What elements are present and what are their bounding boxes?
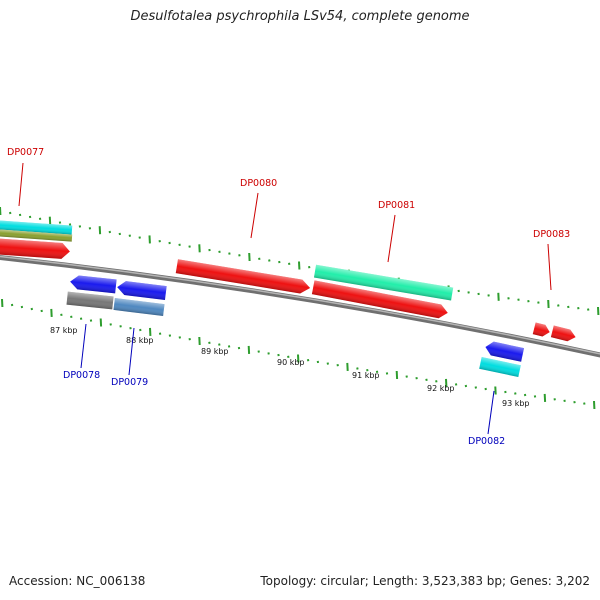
kbp-label-93: 93 kbp [502,399,530,408]
genome-title: Desulfotalea psychrophila LSv54, complet… [130,9,470,24]
genome-summary: Topology: circular; Length: 3,523,383 bp… [260,574,590,588]
gene-dp0077-cyan[interactable] [0,220,73,235]
leader-dp0077 [18,162,24,207]
leader-dp0082 [487,390,495,435]
tick-row-lower [1,298,596,410]
kbp-label-90: 90 kbp [277,358,305,367]
gene-dp0078-gray[interactable] [66,291,114,310]
gene-dp0079[interactable] [116,280,167,300]
kbp-label-89: 89 kbp [201,347,229,356]
accession-text: Accession: NC_006138 [9,574,146,588]
gene-label-dp0083[interactable]: DP0083 [533,229,570,240]
gene-dp0082[interactable] [484,340,525,362]
gene-dp0082-cyan[interactable] [479,356,521,378]
gene-dp0083-a[interactable] [532,322,551,338]
gene-label-dp0082[interactable]: DP0082 [468,436,505,447]
leader-dp0078 [80,323,87,369]
leader-dp0080 [250,192,259,239]
gene-dp0077-olive[interactable] [0,229,73,242]
gene-label-dp0081[interactable]: DP0081 [378,200,415,211]
gene-dp0078[interactable] [69,275,117,294]
kbp-label-91: 91 kbp [352,371,380,380]
leader-dp0083 [547,243,552,291]
gene-label-dp0079[interactable]: DP0079 [111,377,148,388]
gene-dp0081[interactable] [311,280,449,319]
gene-dp0081-teal[interactable] [313,264,454,301]
kbp-label-88: 88 kbp [126,336,154,345]
gene-label-dp0078[interactable]: DP0078 [63,370,100,381]
gene-dp0077[interactable] [0,238,70,260]
leader-dp0081 [387,214,396,263]
gene-label-dp0077[interactable]: DP0077 [7,147,44,158]
genome-backbone-highlight [0,255,600,355]
gene-dp0083-b[interactable] [550,325,577,343]
gene-dp0079-steel[interactable] [113,297,165,317]
kbp-label-87: 87 kbp [50,326,78,335]
leader-dp0079 [128,327,135,376]
genome-backbone [0,255,600,358]
gene-dp0080[interactable] [175,259,311,295]
gene-label-dp0080[interactable]: DP0080 [240,178,277,189]
kbp-label-92: 92 kbp [427,384,455,393]
